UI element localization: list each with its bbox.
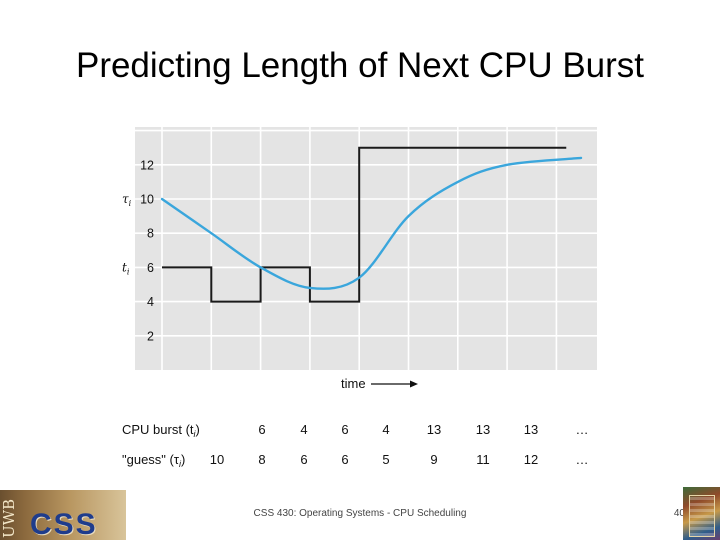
x-axis-label-group: time: [341, 376, 418, 391]
table-cell: 8: [258, 452, 265, 467]
table-cell: 12: [524, 452, 538, 467]
slide-footer: CSS 430: Operating Systems - CPU Schedul…: [253, 508, 467, 519]
table-cell: 6: [341, 452, 348, 467]
y-tick-label: 12: [140, 158, 154, 172]
y-tick-label: 2: [147, 329, 154, 343]
textbook-cover-image: [683, 487, 720, 540]
uwb-css-logo: UWB CSS: [0, 490, 126, 540]
table-cell: 6: [341, 422, 348, 437]
y-tick-label: 8: [147, 227, 154, 241]
burst-table: CPU burst (ti) 6 4 6 4 13 13 13 … "guess" (τi) 10 8…: [122, 422, 589, 469]
slide-title: Predicting Length of Next CPU Burst: [75, 46, 645, 85]
burst-prediction-chart: 2 4 6 8 10 12 τi ti time CPU burst (ti) 6 4 6 4 13 1…: [122, 127, 597, 469]
table-row-label: "guess" (τi): [122, 452, 185, 469]
table-cell: 9: [430, 452, 437, 467]
y-tick-label: 6: [147, 261, 154, 275]
table-cell: 13: [476, 422, 490, 437]
grid-lines: [135, 127, 597, 370]
css-logo-mark: CSS: [30, 508, 98, 540]
y-tick-label: 10: [140, 193, 154, 207]
cpu-burst-step-line: [162, 146, 567, 303]
table-ellipsis: …: [576, 452, 589, 467]
page-number: 40: [673, 508, 685, 519]
x-axis-label: time: [341, 376, 366, 391]
table-cell: 6: [300, 452, 307, 467]
table-cell: 6: [258, 422, 265, 437]
y-tick-label: 4: [147, 295, 154, 309]
table-cell: 11: [476, 452, 490, 467]
book-cover-icon: [689, 495, 715, 537]
table-cell: 4: [300, 422, 307, 437]
series-label: ti: [122, 260, 130, 276]
y-tick-labels: 2 4 6 8 10 12: [140, 158, 154, 343]
table-row-label: CPU burst (ti): [122, 422, 200, 439]
series-labels: τi ti: [122, 192, 132, 276]
table-ellipsis: …: [576, 422, 589, 437]
data-series: [160, 146, 583, 303]
table-cell: 13: [427, 422, 441, 437]
table-cell: 4: [382, 422, 389, 437]
plot-background: [135, 127, 597, 370]
table-cell: 5: [382, 452, 389, 467]
x-axis-arrow-head: [410, 380, 418, 388]
table-cell: 10: [210, 452, 224, 467]
table-cell: 13: [524, 422, 538, 437]
series-label: τi: [122, 192, 132, 208]
